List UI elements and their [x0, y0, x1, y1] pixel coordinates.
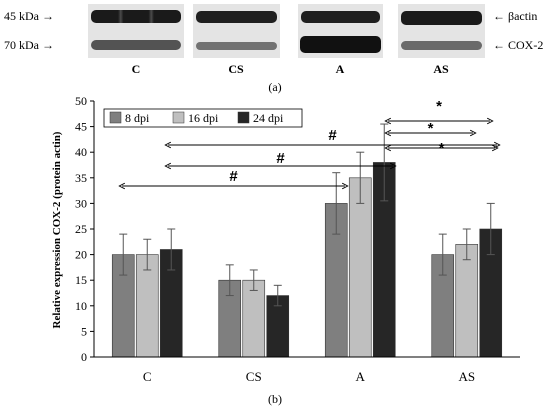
- legend-swatch-1: [172, 111, 185, 124]
- y-axis-ticks: 0 5 10 15 20 25 30 35 40 45 50: [75, 94, 94, 364]
- legend-swatch-2: [237, 111, 250, 124]
- y-tick-label-50: 50: [75, 94, 87, 108]
- legend-box: [103, 108, 303, 128]
- legend-swatch-0: [109, 111, 122, 124]
- y-tick-label-20: 20: [75, 248, 87, 262]
- bar-as-16dpi: [455, 244, 479, 358]
- lane-label-as: AS: [433, 62, 449, 76]
- x-category-label-a: A: [356, 369, 366, 384]
- x-category-label-as: AS: [458, 369, 475, 384]
- x-category-label-cs: CS: [246, 369, 262, 384]
- x-axis-categories: C CS A AS: [143, 369, 475, 384]
- band-bactin-c: [91, 10, 181, 23]
- significance-label-1: #: [276, 150, 285, 167]
- blot-strip-a: [298, 4, 383, 58]
- significance-label-0: #: [229, 168, 238, 185]
- band-cox2-a: [300, 36, 381, 53]
- y-tick-label-35: 35: [75, 171, 87, 185]
- bar-a-16dpi: [348, 177, 372, 358]
- significance-label-2: #: [328, 127, 337, 144]
- protein-cox2-label: ← COX-2: [493, 38, 544, 52]
- blot-strip-c: [88, 4, 184, 58]
- y-tick-label-5: 5: [81, 324, 87, 338]
- protein-bactin-label: ← βactin: [493, 9, 538, 23]
- lane-label-c: C: [131, 62, 141, 76]
- y-tick-label-10: 10: [75, 299, 87, 313]
- significance-label-5: *: [436, 98, 442, 115]
- blot-strip-cs: [193, 4, 280, 58]
- y-tick-label-40: 40: [75, 145, 87, 159]
- legend-label-0: 8 dpi: [125, 111, 150, 125]
- marker-70kda-label: 70 kDa →: [4, 38, 54, 52]
- legend: 8 dpi 16 dpi 24 dpi: [103, 108, 303, 128]
- y-tick-label-25: 25: [75, 222, 87, 236]
- band-cox2-c: [91, 40, 181, 50]
- band-bactin-a: [301, 11, 380, 23]
- x-category-label-c: C: [143, 369, 152, 384]
- lane-label-a: A: [335, 62, 345, 76]
- panel-a-label: (a): [268, 80, 282, 94]
- band-cox2-cs: [196, 42, 277, 50]
- significance-label-4: *: [428, 120, 434, 137]
- y-tick-label-0: 0: [81, 350, 87, 364]
- band-bactin-as: [401, 11, 482, 25]
- axes: [93, 101, 520, 358]
- y-tick-label-30: 30: [75, 196, 87, 210]
- y-tick-label-15: 15: [75, 273, 87, 287]
- bar-cs-16dpi: [242, 279, 266, 358]
- bars: [111, 162, 503, 358]
- legend-label-1: 16 dpi: [188, 111, 219, 125]
- y-axis-label: Relative expression COX-2 (protein actin…: [51, 131, 63, 328]
- legend-label-2: 24 dpi: [253, 111, 284, 125]
- marker-45kda-label: 45 kDa →: [4, 9, 54, 23]
- panel-b-label: (b): [268, 392, 282, 406]
- band-cox2-as: [401, 41, 482, 50]
- y-tick-label-45: 45: [75, 120, 87, 134]
- significance-arrows: ###***: [122, 98, 497, 186]
- significance-label-3: *: [439, 140, 445, 157]
- blot-strip-as: [398, 4, 485, 58]
- lane-label-cs: CS: [228, 62, 244, 76]
- band-bactin-cs: [196, 11, 277, 23]
